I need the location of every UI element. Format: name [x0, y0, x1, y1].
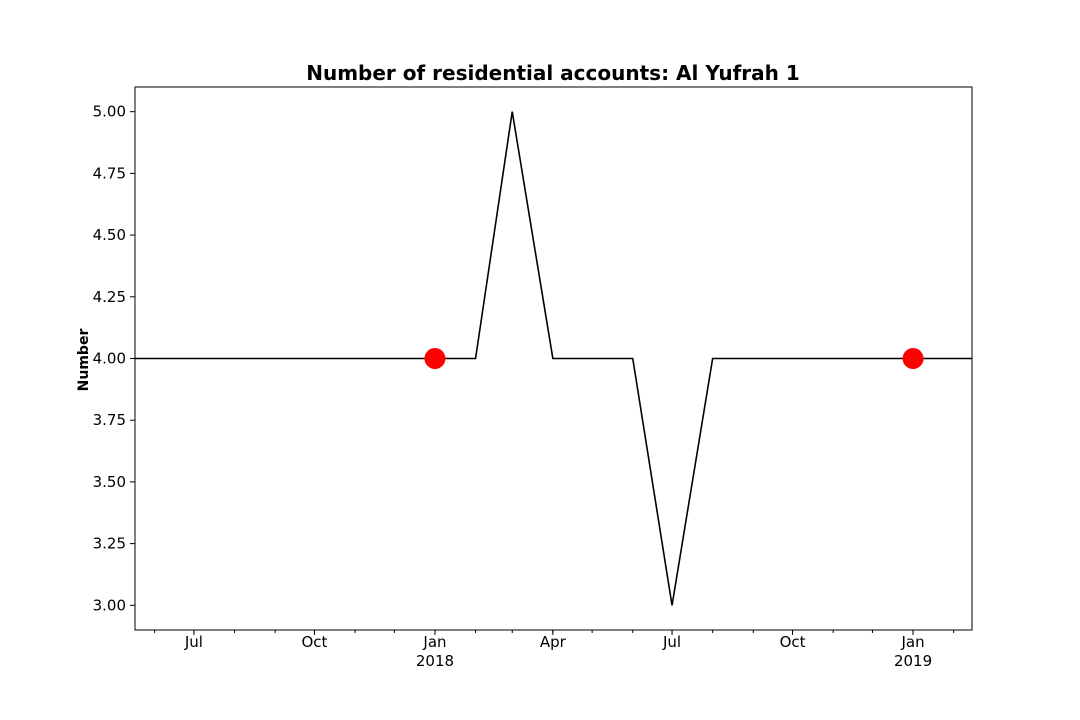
x-tick-label: Apr — [540, 633, 567, 651]
chart-title: Number of residential accounts: Al Yufra… — [306, 61, 800, 85]
y-tick-label: 3.75 — [93, 411, 126, 429]
x-tick-year-label: 2018 — [416, 652, 454, 670]
x-tick-label: Oct — [780, 633, 806, 651]
y-axis-ticks: 3.00 3.25 3.50 3.75 4.00 4.25 4.50 4.75 5.00 — [93, 103, 135, 614]
y-tick-label: 5.00 — [93, 103, 126, 121]
x-tick-year-label: 2019 — [894, 652, 932, 670]
x-tick-label: Jul — [662, 633, 681, 651]
series-line — [135, 111, 972, 606]
plot-frame — [134, 86, 973, 631]
y-tick-label: 3.00 — [93, 596, 126, 614]
y-tick-label: 4.00 — [93, 350, 126, 368]
plot-area — [135, 111, 972, 606]
y-axis-label: Number — [76, 329, 92, 392]
x-tick-label: Jan — [422, 633, 446, 651]
x-tick-label: Oct — [301, 633, 327, 651]
y-tick-label: 4.50 — [93, 226, 126, 244]
y-tick-label: 4.75 — [93, 164, 126, 182]
x-tick-label: Jan — [900, 633, 924, 651]
highlight-marker — [424, 348, 446, 369]
x-tick-label: Jul — [184, 633, 203, 651]
y-tick-label: 4.25 — [93, 288, 126, 306]
series-group — [135, 111, 972, 606]
highlight-marker — [902, 348, 924, 369]
markers-group — [424, 348, 924, 369]
y-tick-label: 3.50 — [93, 473, 126, 491]
y-tick-label: 3.25 — [93, 535, 126, 553]
